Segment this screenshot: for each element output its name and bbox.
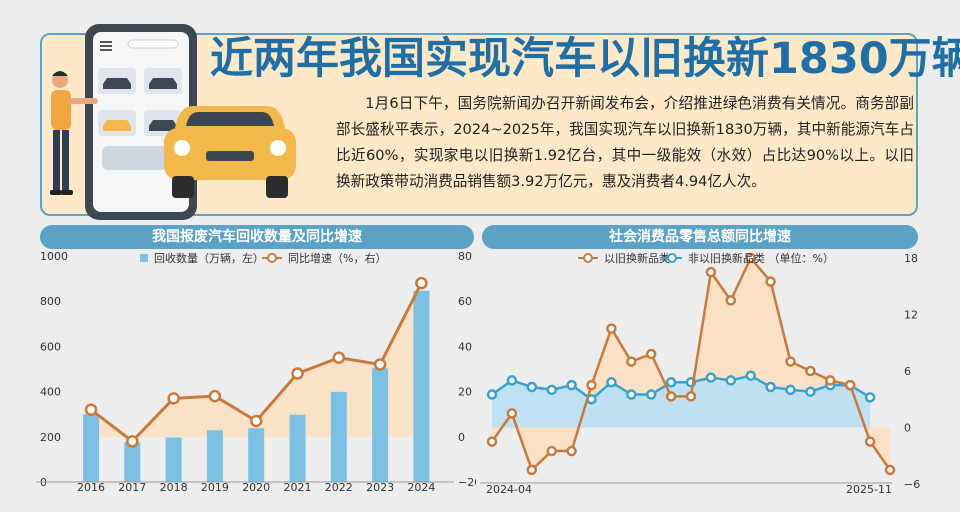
non-trade-in-point <box>526 381 538 393</box>
trade-in-area <box>492 258 890 470</box>
growth-point <box>373 358 387 371</box>
trade-in-point <box>705 266 717 278</box>
legend-line-marker <box>267 253 277 263</box>
growth-point <box>415 276 428 290</box>
trade-in-point <box>785 356 796 367</box>
non-trade-in-point <box>546 384 557 396</box>
y-right-tick-label: 0 <box>458 431 465 444</box>
article-text: 1月6日下午，国务院新闻办召开新闻发布会，介绍推进绿色消费有关情况。商务部副部长… <box>336 95 914 190</box>
trade-in-point <box>645 348 657 360</box>
growth-point <box>126 435 139 448</box>
y-right-tick-label: 18 <box>904 252 918 265</box>
x-tick-label: 2016 <box>77 481 105 494</box>
non-trade-in-point <box>785 384 796 396</box>
car-illustration <box>164 106 296 198</box>
legend-non-trade-in-marker <box>667 253 677 263</box>
x-tick-label: 2018 <box>160 481 188 494</box>
non-trade-in-point <box>606 377 617 388</box>
non-trade-in-point <box>805 386 816 397</box>
non-trade-in-point <box>665 377 677 388</box>
chart1-plot: 02004006008001000−2002040608020162017201… <box>36 250 476 494</box>
trade-in-point <box>526 464 538 476</box>
trade-in-point <box>546 445 557 457</box>
trade-in-point <box>665 391 677 402</box>
trade-in-point <box>844 379 856 391</box>
bar <box>330 391 347 482</box>
chart2-title: 社会消费品零售总额同比增速 <box>482 225 918 249</box>
y-right-tick-label: −20 <box>458 476 476 489</box>
non-trade-in-point <box>705 372 717 383</box>
legend-bar-swatch <box>140 254 148 262</box>
x-tick-label: 2020 <box>242 481 270 494</box>
x-tick-label: 2022 <box>325 481 353 494</box>
trade-in-point <box>884 464 896 476</box>
chart2-plot: −6 0 6 12 18 2024-04 2025-11 以旧换新品类 非以旧换新品类 （单位：… <box>480 251 920 496</box>
growth-point <box>84 403 98 416</box>
trade-in-point <box>685 391 697 402</box>
trade-in-point <box>486 436 498 447</box>
trade-in-point <box>725 295 737 306</box>
bar <box>289 414 306 482</box>
y-right-tick-label: 40 <box>458 340 472 353</box>
y-left-tick-label: 1000 <box>40 250 68 263</box>
growth-point <box>249 414 263 428</box>
y-right-tick-label: 80 <box>458 250 472 263</box>
y-right-tick-label: 0 <box>904 422 911 435</box>
y-right-tick-label: 20 <box>458 386 472 399</box>
trade-in-point <box>626 356 637 367</box>
legend-non-trade-in-label: 非以旧换新品类 （单位：%） <box>688 251 834 265</box>
growth-point <box>167 392 180 405</box>
bar <box>413 290 430 482</box>
y-left-tick-label: 800 <box>40 295 61 308</box>
legend-trade-in-label: 以旧换新品类 <box>604 251 670 265</box>
legend-line-label: 同比增速（%，右） <box>288 251 386 265</box>
trade-in-point <box>864 436 876 447</box>
non-trade-in-point <box>745 370 756 381</box>
y-left-tick-label: 200 <box>40 431 61 444</box>
non-trade-in-point <box>506 375 518 386</box>
non-trade-in-point <box>864 392 876 403</box>
trade-in-point <box>805 365 816 377</box>
trade-in-point <box>566 445 577 457</box>
x-tick-label-first: 2024-04 <box>486 483 532 496</box>
bar <box>124 442 141 482</box>
x-tick-label-last: 2025-11 <box>846 483 892 496</box>
non-trade-in-point <box>626 389 637 400</box>
non-trade-in-point <box>645 389 657 400</box>
bar <box>248 428 265 482</box>
trade-in-point <box>825 375 836 386</box>
x-tick-label: 2019 <box>201 481 229 494</box>
growth-point <box>291 367 304 380</box>
y-right-tick-label: 60 <box>458 295 472 308</box>
non-trade-in-point <box>765 381 776 393</box>
headline: 近两年我国实现汽车以旧换新1830万辆 <box>210 34 960 84</box>
bar <box>206 430 223 482</box>
trade-in-point <box>765 276 776 287</box>
y-right-tick-label: 6 <box>904 365 911 378</box>
non-trade-in-point <box>725 375 737 386</box>
x-tick-label: 2017 <box>118 481 146 494</box>
trade-in-point <box>586 379 597 391</box>
bar <box>372 368 389 482</box>
growth-point <box>208 389 222 403</box>
trade-in-point <box>606 323 617 334</box>
non-trade-in-point <box>566 379 577 391</box>
x-tick-label: 2023 <box>366 481 394 494</box>
y-left-tick-label: 400 <box>40 386 61 399</box>
y-left-tick-label: 600 <box>40 340 61 353</box>
trade-in-point <box>745 252 756 264</box>
y-right-tick-label: 12 <box>904 309 918 322</box>
legend-trade-in-marker <box>583 253 593 263</box>
x-tick-label: 2024 <box>407 481 435 494</box>
y-right-tick-label: −6 <box>904 478 920 491</box>
growth-point <box>332 351 346 364</box>
legend-bar-label: 回收数量（万辆，左） <box>154 251 264 265</box>
non-trade-in-point <box>486 389 498 400</box>
bar <box>165 437 182 482</box>
illustration <box>50 24 296 220</box>
trade-in-point <box>506 408 518 419</box>
chart1-title: 我国报废汽车回收数量及同比增速 <box>40 225 474 249</box>
x-tick-label: 2021 <box>284 481 312 494</box>
bar <box>83 414 99 482</box>
